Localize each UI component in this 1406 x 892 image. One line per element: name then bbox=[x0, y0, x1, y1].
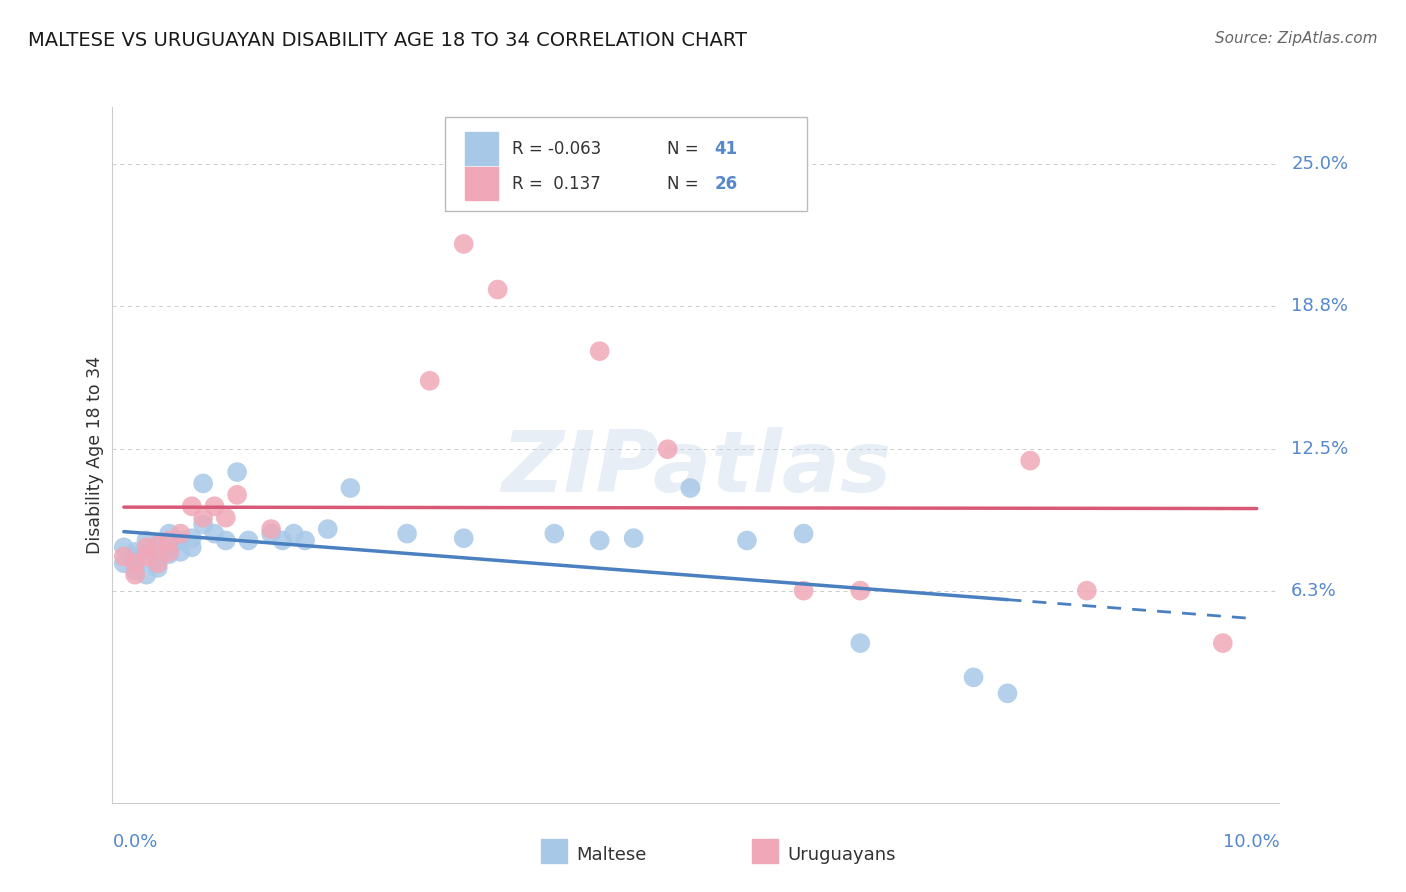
Text: ZIPatlas: ZIPatlas bbox=[501, 427, 891, 510]
Point bbox=[191, 476, 214, 491]
Point bbox=[238, 533, 260, 548]
Point bbox=[453, 531, 475, 545]
Bar bbox=[465, 132, 498, 166]
Point bbox=[135, 533, 157, 548]
Y-axis label: Disability Age 18 to 34: Disability Age 18 to 34 bbox=[86, 356, 104, 554]
Point bbox=[146, 561, 169, 575]
Point bbox=[112, 556, 135, 570]
FancyBboxPatch shape bbox=[446, 118, 807, 211]
Text: MALTESE VS URUGUAYAN DISABILITY AGE 18 TO 34 CORRELATION CHART: MALTESE VS URUGUAYAN DISABILITY AGE 18 T… bbox=[28, 31, 747, 50]
Point bbox=[135, 541, 157, 555]
Point bbox=[135, 549, 157, 564]
Point bbox=[124, 563, 146, 577]
Point bbox=[191, 517, 214, 532]
Point bbox=[1076, 583, 1098, 598]
Point bbox=[623, 531, 645, 545]
Point bbox=[169, 533, 191, 548]
Point bbox=[169, 545, 191, 559]
Point bbox=[135, 547, 157, 561]
Bar bbox=[465, 167, 498, 201]
Point bbox=[419, 374, 441, 388]
Point bbox=[180, 531, 202, 545]
Point bbox=[215, 533, 238, 548]
Point bbox=[1019, 453, 1042, 467]
Point bbox=[204, 526, 226, 541]
Point bbox=[112, 541, 135, 555]
Point bbox=[589, 533, 612, 548]
Point bbox=[793, 526, 815, 541]
Point bbox=[735, 533, 758, 548]
Point bbox=[271, 533, 294, 548]
Point bbox=[124, 567, 146, 582]
Text: 18.8%: 18.8% bbox=[1291, 296, 1348, 315]
Point bbox=[453, 236, 475, 251]
Point bbox=[191, 510, 214, 524]
Point bbox=[157, 526, 180, 541]
Text: 25.0%: 25.0% bbox=[1291, 155, 1348, 173]
Point bbox=[486, 283, 509, 297]
Point bbox=[226, 465, 249, 479]
Point bbox=[226, 488, 249, 502]
Point bbox=[997, 686, 1019, 700]
Point bbox=[124, 556, 146, 570]
Point bbox=[157, 533, 180, 548]
Point bbox=[396, 526, 419, 541]
Point bbox=[679, 481, 702, 495]
Point bbox=[339, 481, 361, 495]
Text: 0.0%: 0.0% bbox=[112, 833, 157, 851]
Text: Maltese: Maltese bbox=[576, 846, 647, 863]
Point bbox=[146, 556, 169, 570]
Point bbox=[169, 526, 191, 541]
Text: 26: 26 bbox=[714, 175, 738, 193]
Text: 41: 41 bbox=[714, 140, 738, 158]
Point bbox=[260, 522, 283, 536]
Point bbox=[180, 500, 202, 514]
Point bbox=[146, 538, 169, 552]
Point bbox=[849, 636, 872, 650]
Text: 6.3%: 6.3% bbox=[1291, 582, 1337, 599]
Point bbox=[543, 526, 565, 541]
Point bbox=[962, 670, 984, 684]
Point bbox=[146, 551, 169, 566]
Text: R =  0.137: R = 0.137 bbox=[512, 175, 600, 193]
Point bbox=[215, 510, 238, 524]
Point bbox=[112, 549, 135, 564]
Point bbox=[657, 442, 679, 457]
Text: Uruguayans: Uruguayans bbox=[787, 846, 896, 863]
Point bbox=[589, 344, 612, 359]
Point bbox=[316, 522, 339, 536]
Point bbox=[124, 549, 146, 564]
Point bbox=[849, 583, 872, 598]
Point bbox=[204, 500, 226, 514]
Text: 10.0%: 10.0% bbox=[1223, 833, 1279, 851]
Point bbox=[157, 541, 180, 555]
Text: N =: N = bbox=[666, 175, 703, 193]
Point bbox=[294, 533, 316, 548]
Point bbox=[180, 541, 202, 555]
Point bbox=[283, 526, 305, 541]
Point bbox=[260, 526, 283, 541]
Point bbox=[157, 545, 180, 559]
Point bbox=[157, 547, 180, 561]
Point bbox=[124, 545, 146, 559]
Point bbox=[135, 567, 157, 582]
Text: 12.5%: 12.5% bbox=[1291, 441, 1348, 458]
Text: N =: N = bbox=[666, 140, 703, 158]
Point bbox=[146, 538, 169, 552]
Point bbox=[793, 583, 815, 598]
Text: R = -0.063: R = -0.063 bbox=[512, 140, 600, 158]
Text: Source: ZipAtlas.com: Source: ZipAtlas.com bbox=[1215, 31, 1378, 46]
Point bbox=[1212, 636, 1234, 650]
